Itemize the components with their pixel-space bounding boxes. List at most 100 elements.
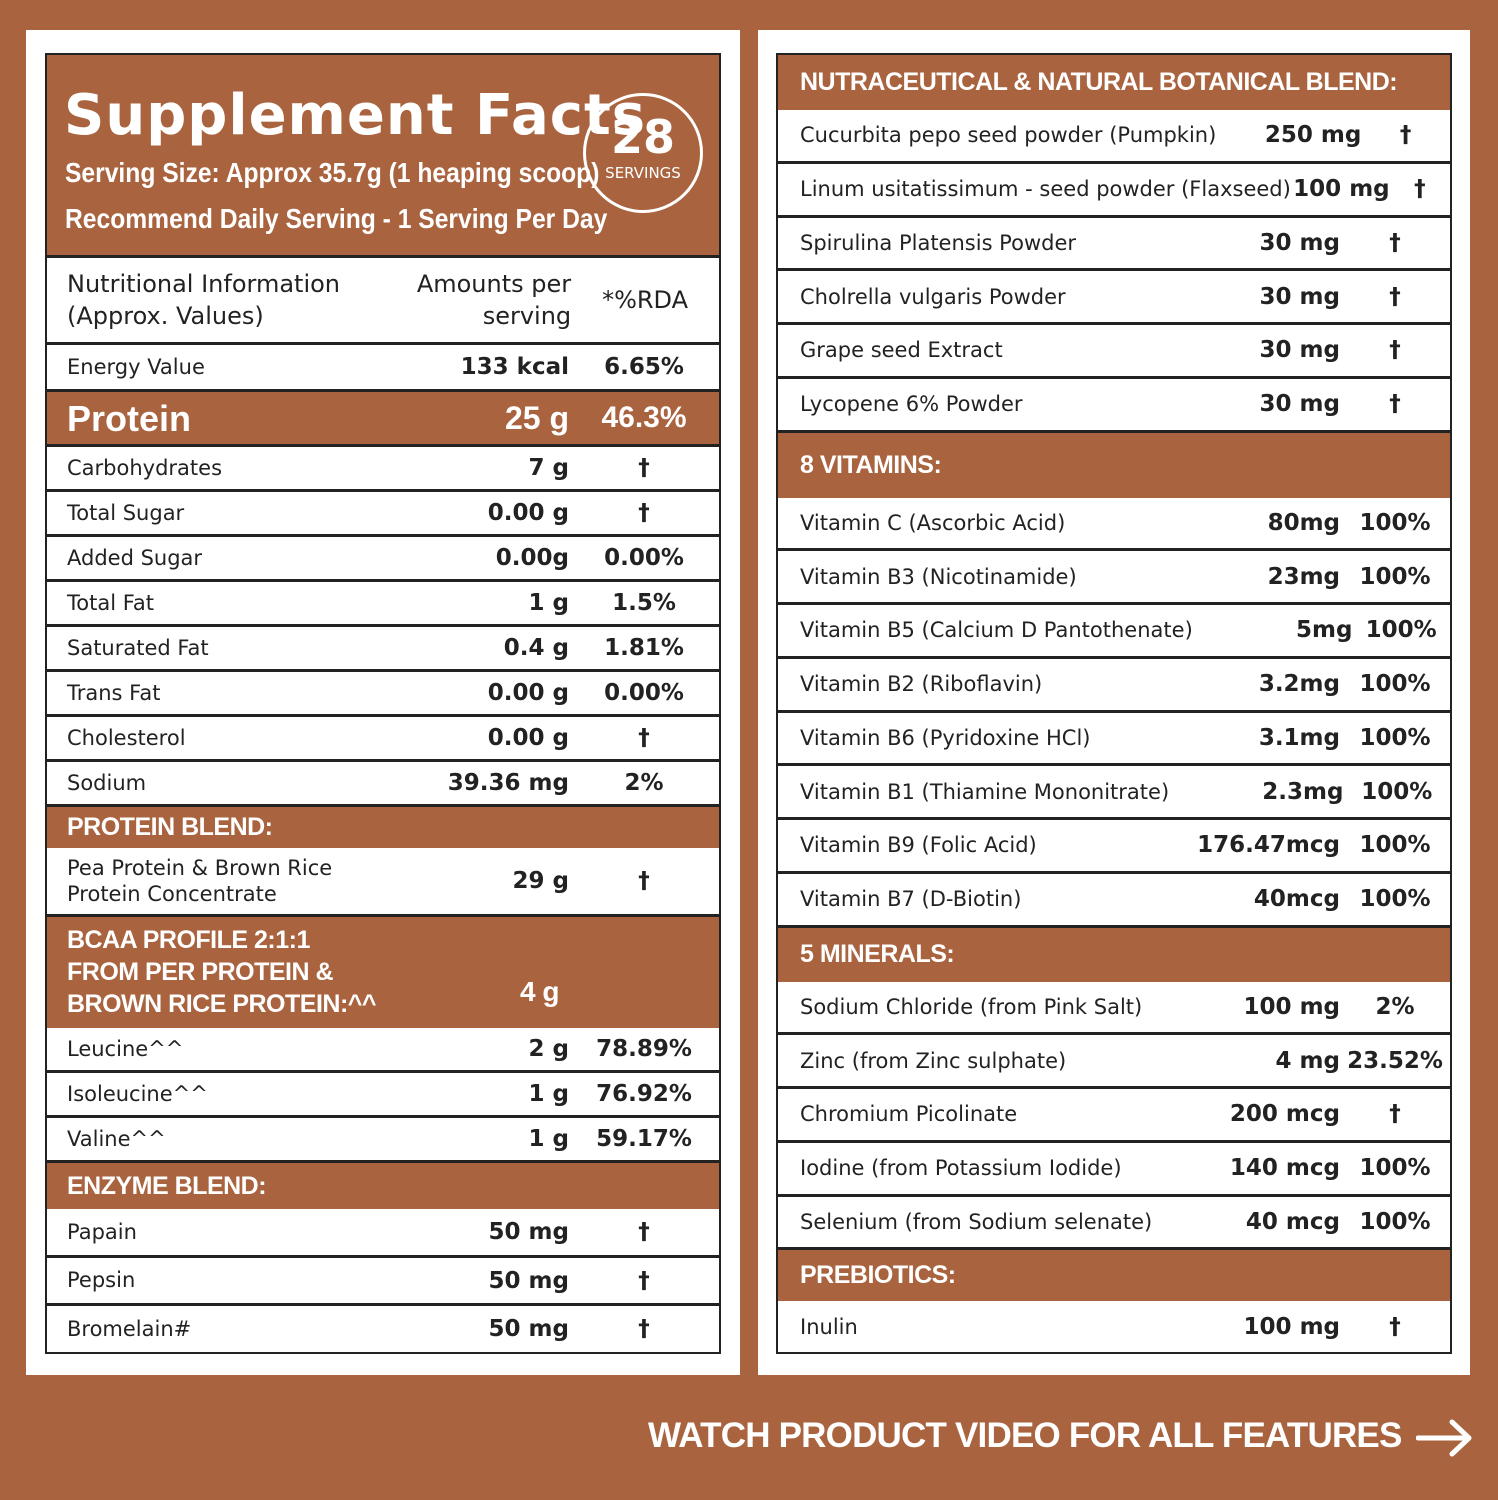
- rda: †: [1414, 176, 1426, 203]
- row: Linum usitatissimum - seed powder (Flaxs…: [778, 164, 1450, 218]
- section-title: NUTRACEUTICAL & NATURAL BOTANICAL BLEND:: [778, 55, 1450, 110]
- amount: 39.36 mg: [447, 770, 569, 796]
- row: Bromelain# 50 mg †: [47, 1306, 719, 1352]
- amount: 0.00 g: [487, 500, 569, 526]
- amount: 30 mg: [1259, 391, 1340, 418]
- amount: 29 g: [512, 868, 569, 894]
- ingredient-name: Vitamin B6 (Pyridoxine HCl): [800, 725, 1091, 750]
- row: Saturated Fat 0.4 g 1.81%: [47, 627, 719, 672]
- rda: 2%: [624, 770, 664, 796]
- arrow-icon[interactable]: [1416, 1418, 1474, 1458]
- row: Carbohydrates 7 g †: [47, 447, 719, 492]
- row: Valine^^ 1 g 59.17%: [47, 1118, 719, 1163]
- row: Pea Protein & Brown Rice Protein Concent…: [47, 848, 719, 917]
- row: Trans Fat 0.00 g 0.00%: [47, 672, 719, 717]
- nutrient-name: Papain: [67, 1219, 137, 1244]
- row: Inulin 100 mg †: [778, 1301, 1450, 1352]
- nutrient-name: Total Fat: [67, 590, 154, 615]
- row: Leucine^^ 2 g 78.89%: [47, 1028, 719, 1073]
- amount: 1 g: [528, 590, 569, 616]
- rda: 78.89%: [596, 1036, 692, 1062]
- nutrient-name: Saturated Fat: [67, 635, 209, 660]
- row: Vitamin B1 (Thiamine Mononitrate) 2.3mg 10…: [778, 766, 1450, 820]
- ingredient-name: Inulin: [800, 1314, 858, 1339]
- amount: 50 mg: [488, 1267, 569, 1294]
- rda: 100%: [1359, 1208, 1431, 1235]
- rda: 0.00%: [604, 545, 684, 571]
- footer-cta[interactable]: WATCH PRODUCT VIDEO FOR ALL FEATURES: [648, 1416, 1402, 1455]
- ingredient-name: Sodium Chloride (from Pink Salt): [800, 994, 1143, 1019]
- rda: 59.17%: [596, 1126, 692, 1152]
- amount: 5mg: [1295, 617, 1353, 644]
- rda: †: [1389, 229, 1401, 256]
- rda: †: [638, 500, 650, 526]
- rda: †: [1399, 122, 1412, 149]
- amount: 40 mcg: [1245, 1208, 1340, 1235]
- rda: 100%: [1359, 724, 1431, 751]
- section-title: 5 MINERALS:: [778, 927, 1450, 982]
- ingredient-name: Vitamin C (Ascorbic Acid): [800, 510, 1066, 535]
- ingredient-name: Cholrella vulgaris Powder: [800, 284, 1066, 309]
- ingredient-name: Vitamin B2 (Riboflavin): [800, 672, 1043, 697]
- nutrient-name: Isoleucine^^: [67, 1081, 208, 1106]
- row: Cholrella vulgaris Powder 30 mg †: [778, 271, 1450, 325]
- amount: 40mcg: [1253, 886, 1340, 913]
- amount: 23mg: [1267, 563, 1340, 590]
- section-amount: 4 g: [520, 976, 559, 1007]
- amount: 1 g: [528, 1126, 569, 1152]
- rda: 100%: [1359, 671, 1431, 698]
- serving-size: Serving Size: Approx 35.7g (1 heaping sc…: [65, 157, 600, 188]
- recommended: Recommend Daily Serving - 1 Serving Per …: [65, 203, 608, 234]
- amount: 2.3mg: [1262, 778, 1344, 805]
- amount: 30 mg: [1259, 229, 1340, 256]
- rda: †: [638, 1316, 650, 1343]
- row: Iodine (from Potassium Iodide) 140 mcg 100…: [778, 1143, 1450, 1197]
- rda: †: [638, 455, 650, 481]
- amount: 0.00 g: [487, 680, 569, 706]
- col-amount: Amounts per serving: [416, 269, 572, 330]
- rda: †: [638, 725, 650, 751]
- row: Sodium Chloride (from Pink Salt) 100 mg 2%: [778, 982, 1450, 1036]
- rda: †: [638, 868, 650, 894]
- section-name: BCAA PROFILE 2:1:1 FROM PER PROTEIN & BR…: [67, 926, 376, 1018]
- nutrient-name: Valine^^: [67, 1126, 166, 1151]
- rda: 76.92%: [596, 1081, 692, 1107]
- nutrient-name: Leucine^^: [67, 1036, 184, 1061]
- nutrient-name: Protein: [67, 397, 192, 439]
- amount: 80mg: [1267, 509, 1340, 536]
- ingredient-name: Vitamin B7 (D-Biotin): [800, 887, 1022, 912]
- row: Isoleucine^^ 1 g 76.92%: [47, 1073, 719, 1118]
- rda: 6.65%: [604, 354, 684, 380]
- row: Sodium 39.36 mg 2%: [47, 762, 719, 807]
- rda: 46.3%: [601, 401, 687, 434]
- row: Selenium (from Sodium selenate) 40 mcg 100…: [778, 1197, 1450, 1251]
- row: Zinc (from Zinc sulphate) 4 mg 23.52%: [778, 1035, 1450, 1089]
- nutrient-name: Bromelain#: [67, 1317, 192, 1342]
- row: Vitamin B5 (Calcium D Pantothenate) 5mg 10…: [778, 605, 1450, 659]
- nutrient-name: Cholesterol: [67, 725, 186, 750]
- rda: †: [638, 1218, 650, 1245]
- ingredient-name: Vitamin B5 (Calcium D Pantothenate): [800, 618, 1193, 643]
- row: Grape seed Extract 30 mg †: [778, 325, 1450, 379]
- amount: 176.47mcg: [1197, 832, 1340, 859]
- ingredient-name: Vitamin B9 (Folic Acid): [800, 833, 1037, 858]
- rda: 100%: [1361, 778, 1433, 805]
- amount: 50 mg: [488, 1316, 569, 1343]
- facts-header: Supplement Facts Serving Size: Approx 35…: [47, 55, 719, 258]
- title: Supplement Facts: [64, 83, 647, 148]
- ingredient-name: Spirulina Platensis Powder: [800, 230, 1077, 255]
- amount: 0.00g: [495, 545, 569, 571]
- ingredient-name: Cucurbita pepo seed powder (Pumpkin): [800, 123, 1217, 148]
- row: Cholesterol 0.00 g †: [47, 717, 719, 762]
- nutrient-name: Carbohydrates: [67, 455, 223, 480]
- ingredient-name: Grape seed Extract: [800, 338, 1003, 363]
- row: Pepsin 50 mg †: [47, 1258, 719, 1307]
- rda: 100%: [1359, 563, 1431, 590]
- amount: 7 g: [528, 455, 569, 481]
- section-title: 8 VITAMINS:: [778, 432, 1450, 498]
- rda: 1.81%: [604, 635, 684, 661]
- nutrient-name: Pepsin: [67, 1268, 136, 1293]
- section-title: ENZYME BLEND:: [47, 1163, 719, 1209]
- col-name: Nutritional Information (Approx. Values): [67, 269, 341, 330]
